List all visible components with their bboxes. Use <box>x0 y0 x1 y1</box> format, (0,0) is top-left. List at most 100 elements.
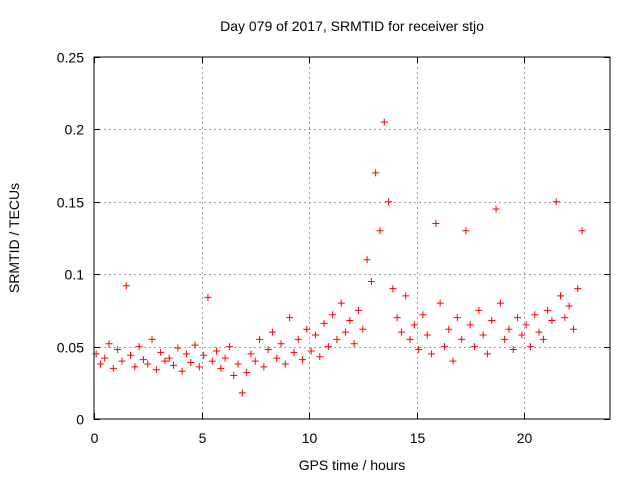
data-point <box>157 348 165 356</box>
data-point <box>557 292 565 300</box>
data-point <box>174 344 182 352</box>
data-point <box>311 331 319 339</box>
data-point <box>170 361 178 369</box>
data-point <box>333 335 341 343</box>
y-tick-label: 0.1 <box>65 267 85 283</box>
data-point <box>453 314 461 322</box>
y-tick-label: 0.25 <box>57 50 84 66</box>
data-point <box>350 340 358 348</box>
x-tick-label: 5 <box>199 430 207 446</box>
data-point <box>208 357 216 365</box>
axes: 0 0.05 0.1 0.15 0.2 0.25 0 5 10 15 20 <box>57 50 610 446</box>
data-point <box>449 357 457 365</box>
data-point <box>299 356 307 364</box>
data-point <box>475 306 483 314</box>
data-point <box>307 347 315 355</box>
data-point <box>518 331 526 339</box>
data-point <box>539 335 547 343</box>
data-point <box>337 299 345 307</box>
data-point <box>488 317 496 325</box>
data-point <box>522 321 530 329</box>
data-point <box>531 311 539 319</box>
data-point <box>410 321 418 329</box>
data-point <box>294 335 302 343</box>
data-point <box>389 285 397 293</box>
data-point <box>131 363 139 371</box>
x-tick-label: 0 <box>91 430 99 446</box>
data-point <box>458 335 466 343</box>
data-point <box>148 335 156 343</box>
data-point <box>526 343 534 351</box>
data-point <box>182 350 190 358</box>
data-point <box>152 366 160 374</box>
plot-frame <box>93 56 611 420</box>
data-point <box>445 325 453 333</box>
y-tick-label: 0 <box>76 412 84 428</box>
data-point <box>406 335 414 343</box>
data-point <box>329 311 337 319</box>
data-point <box>247 350 255 358</box>
data-point <box>118 357 126 365</box>
data-point <box>415 345 423 353</box>
x-tick-label: 15 <box>410 430 426 446</box>
data-point <box>372 169 380 177</box>
data-point <box>436 299 444 307</box>
data-point <box>195 363 203 371</box>
data-point <box>200 351 208 359</box>
data-point <box>354 306 362 314</box>
data-point <box>178 367 186 375</box>
data-point <box>380 118 388 126</box>
data-point <box>217 364 225 372</box>
data-point <box>234 360 242 368</box>
x-tick-label: 20 <box>517 430 533 446</box>
data-point <box>479 331 487 339</box>
data-point <box>273 354 281 362</box>
data-points <box>92 118 586 397</box>
data-point <box>225 343 233 351</box>
data-point <box>109 364 117 372</box>
data-point <box>101 354 109 362</box>
chart-title: Day 079 of 2017, SRMTID for receiver stj… <box>220 18 484 34</box>
y-tick-label: 0.05 <box>57 340 84 356</box>
data-point <box>535 328 543 336</box>
data-point <box>376 227 384 235</box>
data-point <box>290 348 298 356</box>
data-point <box>204 293 212 301</box>
data-point <box>277 340 285 348</box>
data-point <box>501 335 509 343</box>
data-point <box>191 341 199 349</box>
data-point <box>264 345 272 353</box>
data-point <box>544 306 552 314</box>
data-point <box>243 369 251 377</box>
data-point <box>316 353 324 361</box>
data-point <box>483 350 491 358</box>
data-point <box>471 343 479 351</box>
data-point <box>268 328 276 336</box>
data-point <box>256 335 264 343</box>
data-point <box>187 359 195 367</box>
data-point <box>281 360 289 368</box>
grid <box>94 57 610 419</box>
data-point <box>505 325 513 333</box>
data-point <box>230 372 238 380</box>
data-point <box>462 227 470 235</box>
y-tick-label: 0.2 <box>65 122 85 138</box>
data-point <box>397 328 405 336</box>
data-point <box>393 314 401 322</box>
data-point <box>127 351 135 359</box>
data-point <box>238 389 246 397</box>
data-point <box>569 325 577 333</box>
data-point <box>114 345 122 353</box>
data-point <box>552 198 560 206</box>
data-point <box>359 325 367 333</box>
data-point <box>466 321 474 329</box>
data-point <box>565 302 573 310</box>
data-point <box>423 331 431 339</box>
data-point <box>574 285 582 293</box>
data-point <box>213 347 221 355</box>
data-point <box>578 227 586 235</box>
data-point <box>402 292 410 300</box>
data-point <box>221 354 229 362</box>
